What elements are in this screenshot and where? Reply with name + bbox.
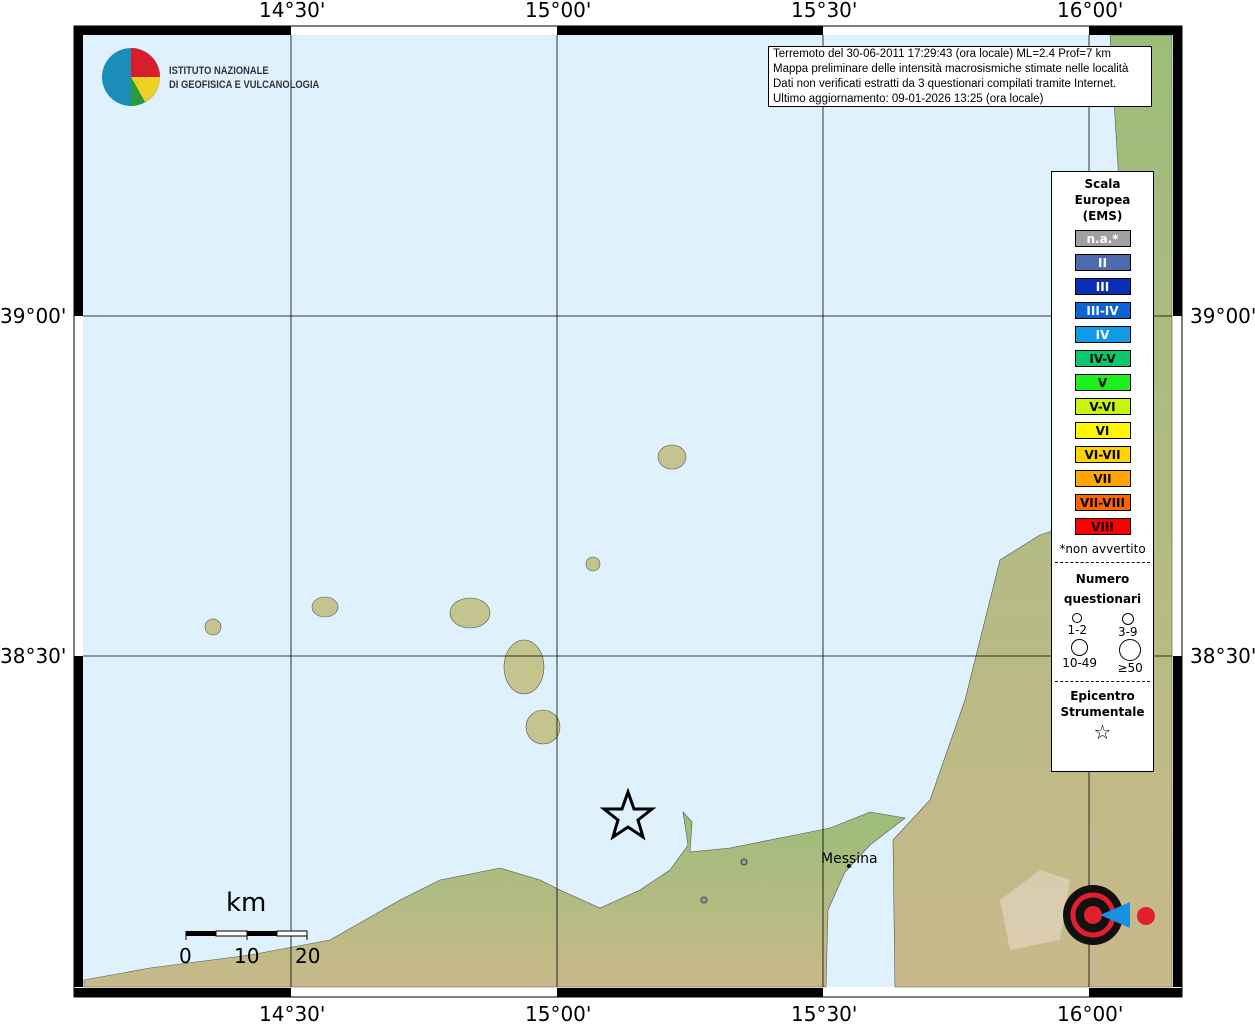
circle-small-icon [1072,613,1083,623]
legend-swatch: IV [1074,326,1131,343]
place-messina: Messina [821,851,878,867]
scalebar-unit: km [226,888,267,918]
lon-tick: 15°00' [525,1002,592,1026]
scalebar-label: 10 [234,944,260,968]
legend-swatch: V-VI [1074,398,1131,415]
legend-swatch: VI [1074,422,1131,439]
circle-large-icon [1071,639,1089,656]
lat-tick: 39°00' [0,304,67,328]
epicenter-star-icon [599,787,657,841]
legend-swatch: VII [1074,470,1131,487]
scalebar-label: 20 [295,944,321,968]
ingv-logo-icon [102,48,160,106]
star-icon: ☆ [1093,720,1112,744]
legend-swatch: V [1074,374,1131,391]
lon-tick: 16°00' [1057,1002,1124,1026]
ingv-logo-text: ISTITUTO NAZIONALE DI GEOFISICA E VULCANO… [169,65,320,91]
lon-tick: 14°30' [259,1002,326,1026]
lon-tick: 15°30' [791,1002,858,1026]
lon-tick: 15°00' [525,0,592,22]
legend-swatch: n.a.* [1074,230,1131,247]
legend-swatch: IV-V [1074,350,1131,367]
lat-tick: 38°30' [0,644,67,668]
lon-tick: 14°30' [259,0,326,22]
lon-tick: 15°30' [791,0,858,22]
legend: Scala Europea (EMS) n.a.* II III III-IV IV IV-V… [1051,171,1154,772]
legend-swatch: III-IV [1074,302,1131,319]
scalebar-label: 0 [179,944,192,968]
frame-segments [74,26,1182,997]
lat-tick: 38°30' [1190,644,1255,668]
circle-medium-icon [1121,613,1134,625]
legend-swatch: VII-VIII [1074,494,1131,511]
legend-swatch: II [1074,254,1131,271]
watermark-logo-icon [1063,885,1155,945]
lon-tick: 16°00' [1057,0,1124,22]
land-sicily [83,811,906,988]
legend-swatch: III [1074,278,1131,295]
legend-swatch: VIII [1074,518,1131,535]
circle-xlarge-icon [1119,639,1142,661]
lat-tick: 39°00' [1190,304,1255,328]
islands [204,444,687,745]
scalebar [185,930,308,940]
legend-swatch: VI-VII [1074,446,1131,463]
land-sicily-ne-peak [1000,870,1070,950]
legend-note: *non avvertito [1059,542,1146,556]
event-info-box: Terremoto del 30-06-2011 17:29:43 (ora l… [768,46,1152,107]
